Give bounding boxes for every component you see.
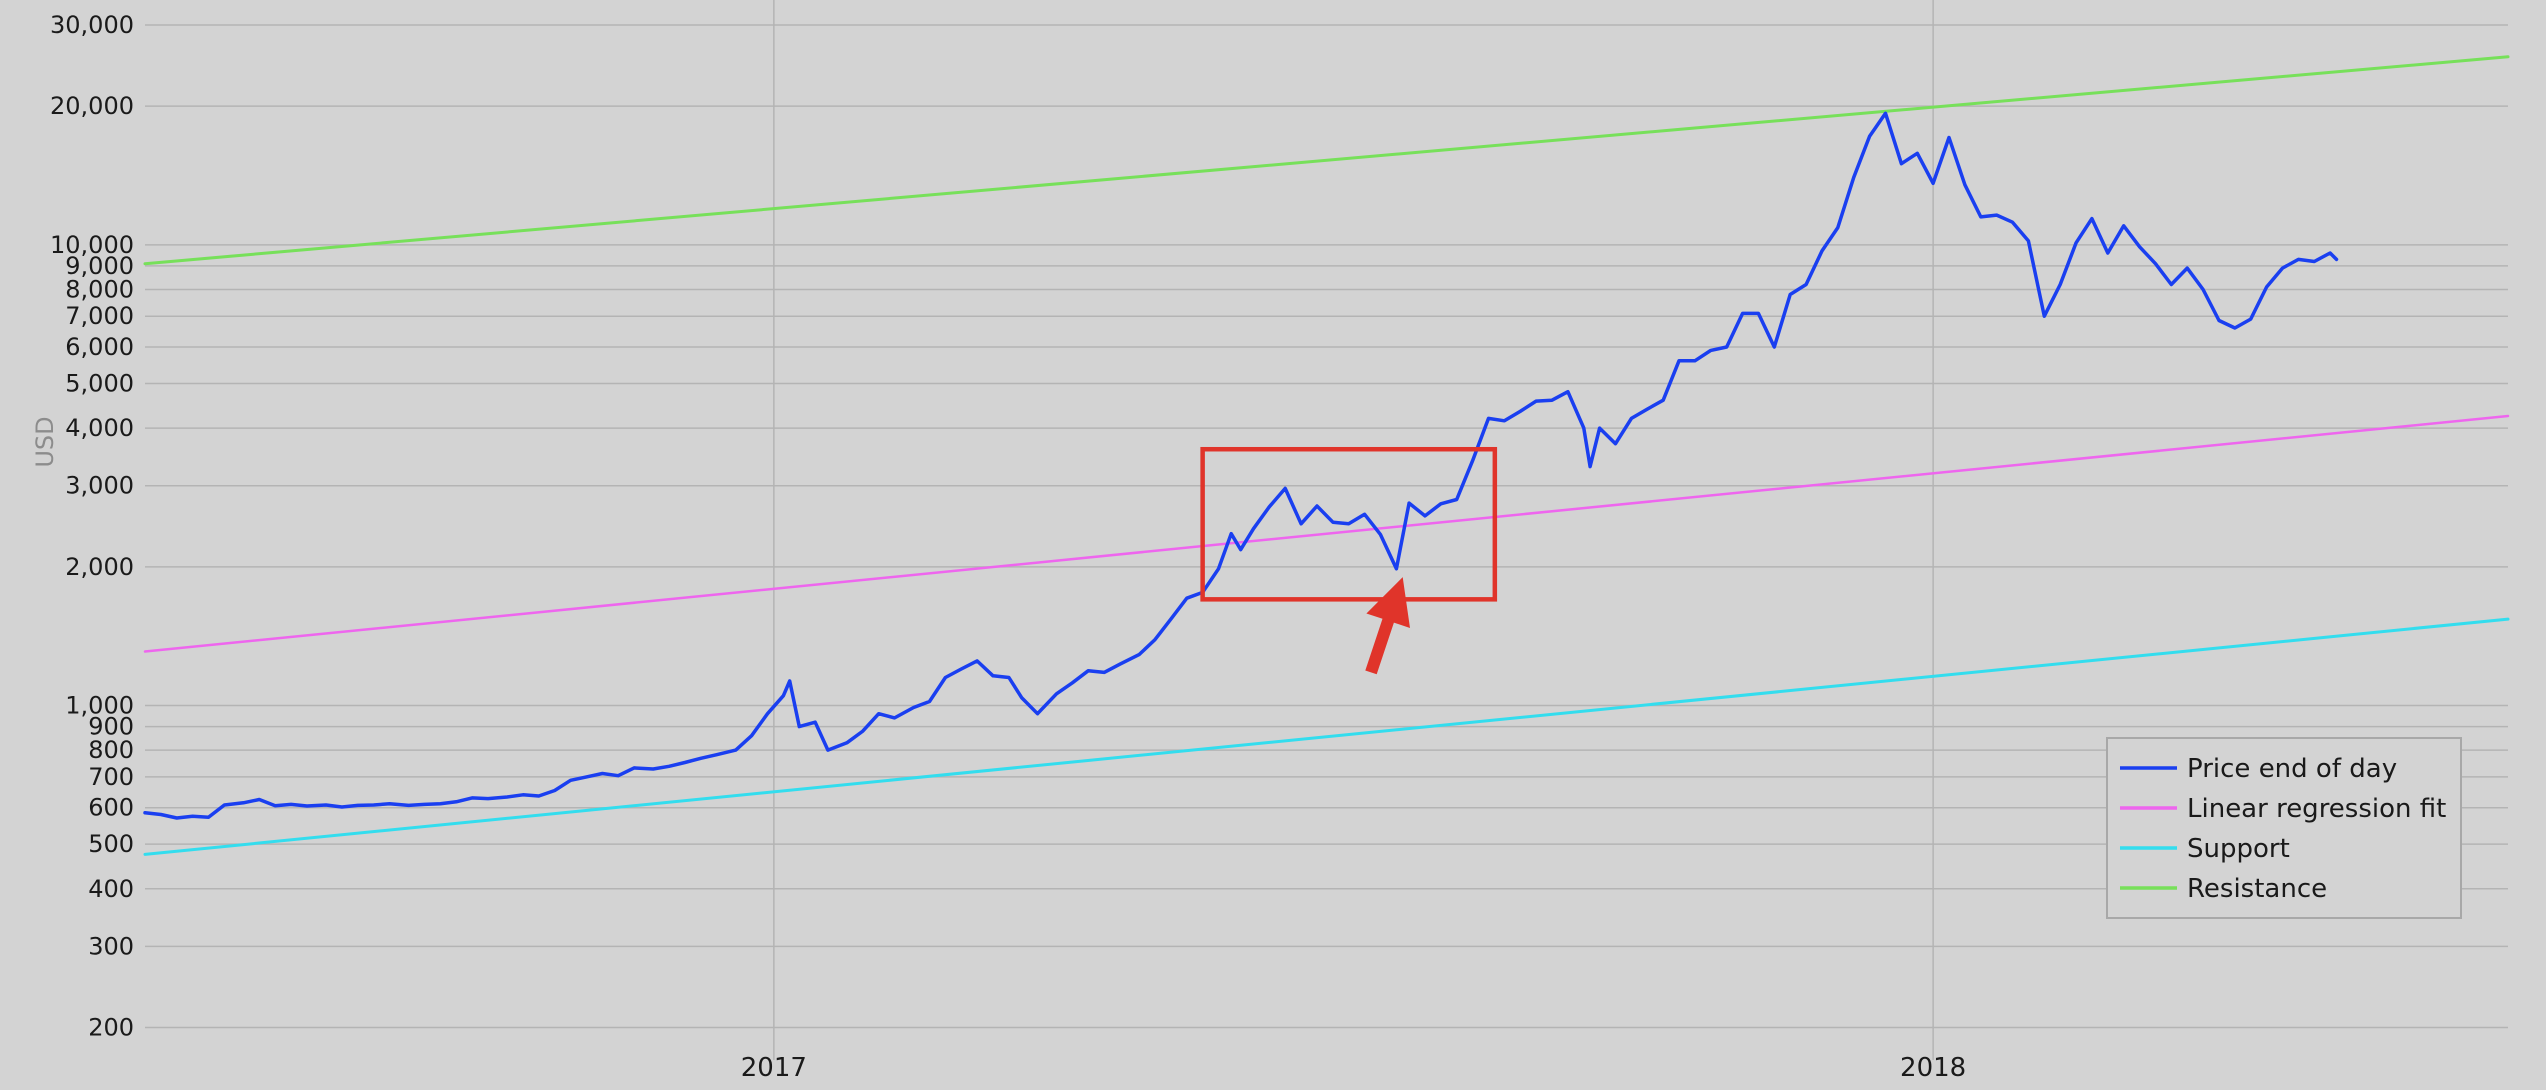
y-tick-label: 400 <box>88 875 134 903</box>
y-tick-label: 6,000 <box>65 333 134 361</box>
pointer-arrow <box>1365 577 1410 675</box>
y-tick-label: 5,000 <box>65 370 134 398</box>
support-line <box>143 617 2510 856</box>
grid <box>145 0 2508 1060</box>
y-tick-label: 10,000 <box>50 231 134 259</box>
legend-label-resistance: Resistance <box>2187 874 2327 904</box>
y-tick-label: 4,000 <box>65 414 134 442</box>
y-tick-label: 9,000 <box>65 252 134 280</box>
x-tick-label: 2017 <box>741 1053 807 1083</box>
legend-label-support: Support <box>2187 834 2290 864</box>
y-axis-label: USD <box>31 416 59 467</box>
y-tick-label: 300 <box>88 932 134 960</box>
y-tick-label: 200 <box>88 1013 134 1041</box>
y-tick-label: 900 <box>88 713 134 741</box>
annotations <box>1200 446 1498 675</box>
y-tick-label: 7,000 <box>65 302 134 330</box>
legend-label-linear-regression-fit: Linear regression fit <box>2187 794 2446 824</box>
legend: Price end of day Linear regression fit Sup… <box>2106 737 2462 919</box>
y-tick-label: 8,000 <box>65 275 134 303</box>
y-tick-label: 3,000 <box>65 472 134 500</box>
y-tick-label: 500 <box>88 830 134 858</box>
y-tick-label: 2,000 <box>65 553 134 581</box>
series-layer <box>143 55 2510 856</box>
y-tick-label: 600 <box>88 794 134 822</box>
y-tick-label: 30,000 <box>50 11 134 39</box>
y-tick-label: 1,000 <box>65 691 134 719</box>
y-tick-label: 800 <box>88 736 134 764</box>
linear-regression-fit-line <box>143 414 2510 653</box>
resistance-line <box>143 55 2510 266</box>
y-tick-label: 700 <box>88 763 134 791</box>
price-end-of-day-line <box>143 111 2339 820</box>
legend-label-price-end-of-day: Price end of day <box>2187 754 2397 784</box>
y-tick-label: 20,000 <box>50 92 134 120</box>
x-tick-label: 2018 <box>1900 1053 1966 1083</box>
highlight-box <box>1200 446 1498 602</box>
